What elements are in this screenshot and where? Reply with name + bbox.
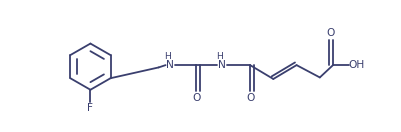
Text: N: N bbox=[166, 60, 174, 70]
Text: H: H bbox=[217, 52, 223, 61]
Text: O: O bbox=[192, 93, 201, 103]
Text: H: H bbox=[164, 52, 171, 61]
Text: N: N bbox=[218, 60, 226, 70]
Text: OH: OH bbox=[348, 60, 365, 70]
Text: O: O bbox=[326, 28, 335, 38]
Text: O: O bbox=[247, 93, 255, 103]
Text: F: F bbox=[87, 103, 93, 113]
